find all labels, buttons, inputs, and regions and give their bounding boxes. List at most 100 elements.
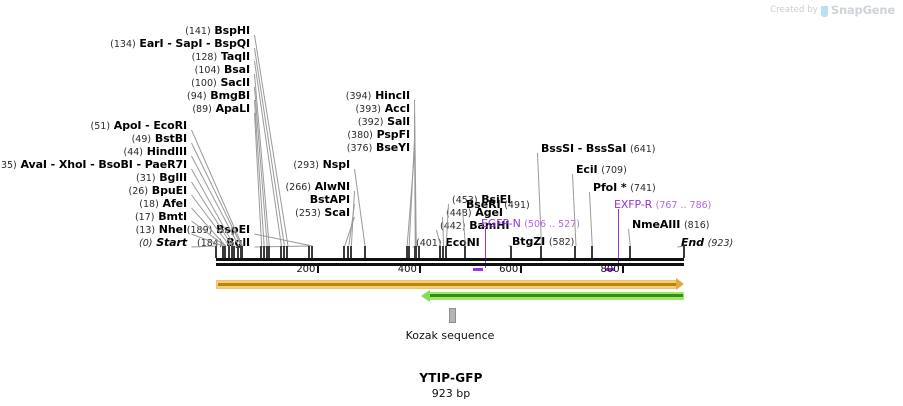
enzyme-label-text: NmeAIII (816) [632,218,710,231]
enzyme-label-text: (394) HincII [345,89,410,102]
restriction-site-tick [215,246,217,258]
ruler-tick-label: 400 [397,264,417,275]
restriction-site-tick [463,246,466,258]
backbone-bar-lower [216,263,684,266]
enzyme-label[interactable]: (104) BsaI [195,64,250,76]
watermark-brand-label: SnapGene [830,3,895,17]
enzyme-label-text: (134) EarI - SapI - BspQI [110,37,250,50]
enzyme-label[interactable]: (394) HincII [346,90,410,102]
enzyme-label[interactable]: (442) BamHI [440,220,509,232]
enzyme-label[interactable]: (49) BstBI [131,132,188,145]
ruler-tick-label: 800 [600,264,620,275]
restriction-site-tick [308,246,311,258]
enzyme-label[interactable]: (31) BglII [136,172,187,184]
enzyme-label[interactable]: (13) NheI [135,223,188,236]
primer-binding-site[interactable] [472,268,484,271]
primer-label[interactable]: EGFP-N (506 .. 527) [481,218,580,230]
enzyme-label[interactable]: (393) AccI [355,103,410,115]
enzyme-label-text: (266) AlwNI [285,180,350,193]
enzyme-label-text: (128) TaqII [191,50,250,63]
enzyme-label-text: (35) AvaI - XhoI - BsoBI - PaeR7I [0,158,187,171]
kozak-sequence-marker[interactable] [449,308,456,323]
enzyme-label[interactable]: (380) PspFI [347,129,410,141]
enzyme-label[interactable]: (266) AlwNI [285,181,350,193]
ruler-tick-mark [520,264,523,273]
enzyme-label[interactable]: (44) HindIII [123,146,187,158]
enzyme-label[interactable]: (51) ApoI - EcoRI [90,119,188,132]
enzyme-label[interactable]: PfoI * (741) [593,182,656,194]
enzyme-label-text: BssSI - BssSaI (641) [541,142,656,155]
primer-leader-line [485,228,486,268]
enzyme-label[interactable]: (293) NspI [293,159,350,171]
enzyme-label[interactable]: (26) BpuEI [128,184,188,197]
restriction-site-tick [286,246,289,258]
enzyme-label-text: BseRI (491) [466,198,530,211]
plasmid-size: 923 bp [431,387,471,400]
enzyme-label-text: (0) Start [139,236,187,249]
enzyme-label[interactable]: BseRI (491) [466,199,530,211]
enzyme-label[interactable]: (100) SacII [191,77,250,89]
enzyme-label-text: (31) BglII [136,171,187,184]
primer-leader-line [618,209,619,268]
restriction-site-tick [224,246,227,258]
enzyme-label[interactable]: (392) SalI [358,116,410,128]
enzyme-label[interactable]: (0) Start [139,237,187,249]
orange-feature-arrow-core [218,283,676,286]
enzyme-label[interactable]: (128) TaqII [192,51,250,63]
enzyme-label-text: (49) BstBI [131,132,188,145]
enzyme-label-text: (392) SalI [357,115,410,128]
enzyme-label[interactable]: (89) ApaLI [192,103,250,115]
restriction-site-tick [347,246,350,258]
enzyme-label[interactable]: End (923) [681,237,733,249]
backbone-bar-upper [216,258,684,261]
ruler-tick-mark [418,264,421,273]
enzyme-label[interactable]: (94) BmgBI [187,90,250,102]
restriction-site-tick [349,246,352,258]
enzyme-label[interactable]: (376) BseYI [347,142,410,154]
enzyme-label[interactable]: (453) BsiEI [452,194,511,206]
enzyme-label[interactable]: (448) AgeI [446,207,503,219]
restriction-site-tick [683,246,685,258]
ruler-tick-mark [621,264,624,273]
restriction-site-tick [628,246,631,258]
restriction-site-tick [265,246,268,258]
enzyme-label-text: (51) ApoI - EcoRI [90,119,188,132]
green-feature-arrow-core [430,294,683,297]
enzyme-label-text: (442) BamHI [440,219,510,232]
enzyme-label[interactable]: (253) ScaI [295,207,350,219]
enzyme-label[interactable]: BtgZI (582) [512,236,574,248]
enzyme-label-text: (453) BsiEI [452,193,512,206]
primer-binding-site[interactable] [604,268,615,271]
enzyme-label[interactable]: (17) BmtI [135,211,187,223]
enzyme-label-text: (100) SacII [191,76,250,89]
enzyme-label-text: (13) NheI [135,223,188,236]
enzyme-label[interactable]: (134) EarI - SapI - BspQI [110,38,250,50]
enzyme-label[interactable]: EciI (709) [576,164,627,176]
enzyme-label-text: (380) PspFI [347,128,410,141]
enzyme-label[interactable]: BssSI - BssSaI (641) [541,143,656,155]
enzyme-label[interactable]: NmeAIII (816) [632,219,710,231]
enzyme-label-text: (26) BpuEI [128,184,188,197]
primer-name: EGFP-N [481,217,521,230]
primer-name: EXFP-R [614,198,653,211]
primer-label[interactable]: EXFP-R (767 .. 786) [614,199,711,211]
kozak-sequence-label: Kozak sequence [405,329,495,342]
restriction-site-tick [282,246,285,258]
restriction-site-tick [343,246,346,258]
restriction-site-tick [279,246,282,258]
enzyme-label[interactable]: (401) EcoNI [416,237,480,249]
ruler-tick-label: 200 [296,264,316,275]
enzyme-label[interactable]: BstAPI [310,194,350,205]
enzyme-label[interactable]: (141) BspHI [185,25,250,37]
enzyme-label-text: (401) EcoNI [416,236,480,249]
enzyme-label[interactable]: (35) AvaI - XhoI - BsoBI - PaeR7I [0,159,187,171]
enzyme-label[interactable]: (18) AfeI [139,198,187,210]
enzyme-label-text: (293) NspI [293,158,350,171]
enzyme-label-text: (44) HindIII [123,145,187,158]
restriction-site-tick [221,246,224,258]
orange-feature-arrow-head [676,278,684,290]
enzyme-leader-line [589,191,593,247]
restriction-site-tick [262,246,265,258]
restriction-site-tick [418,246,421,258]
